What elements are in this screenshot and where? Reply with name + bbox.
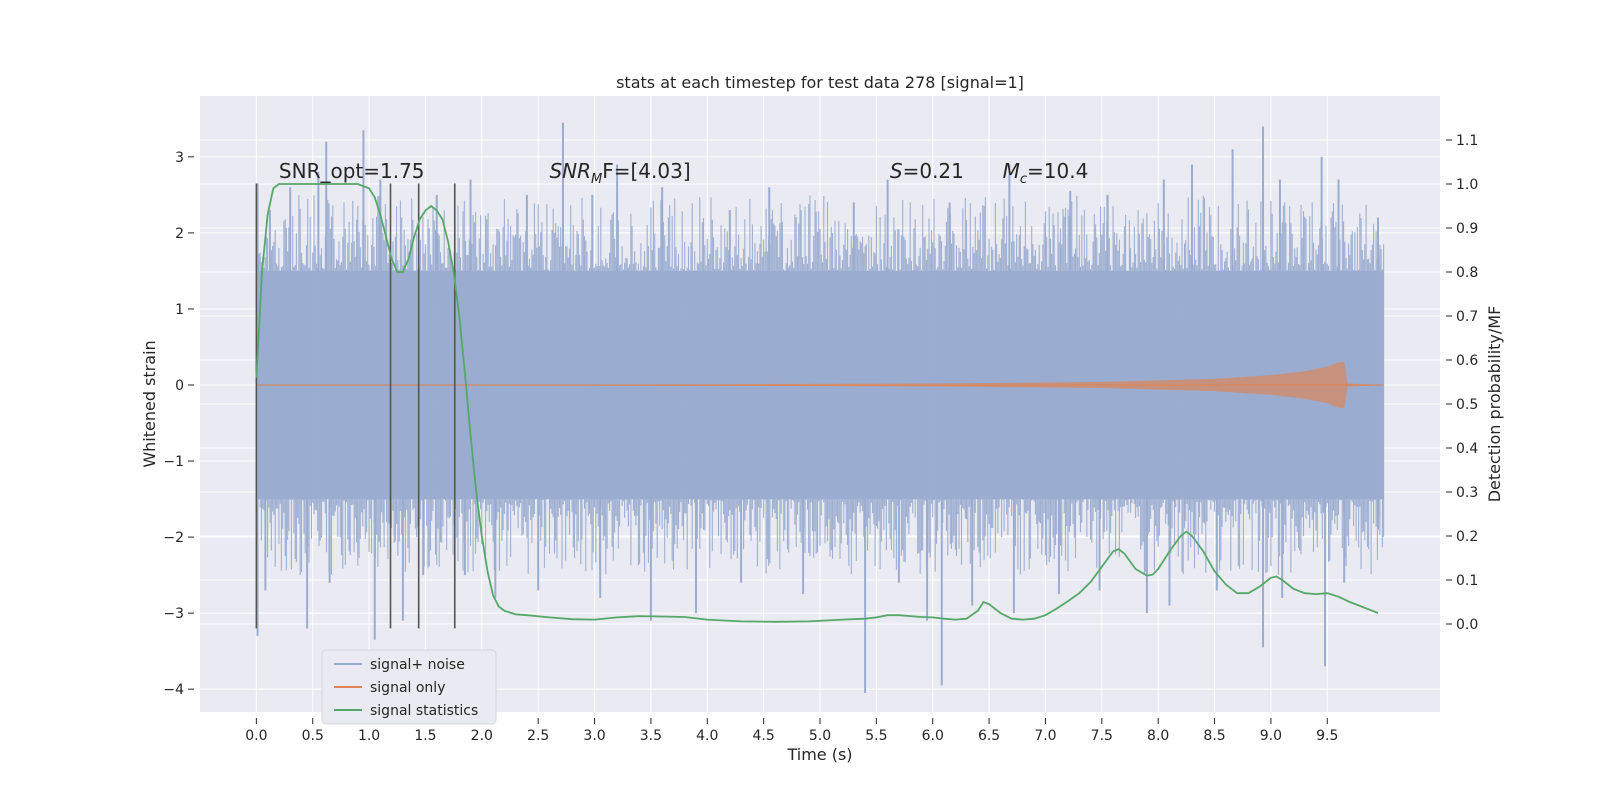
- legend: signal+ noise signal only signal statist…: [321, 649, 497, 725]
- x-tick-label: 2.0: [471, 728, 493, 744]
- stats-line: [255, 183, 1379, 623]
- x-tick-label: 0.0: [245, 728, 267, 744]
- left-y-tick-label: 0: [175, 378, 184, 394]
- right-y-tick-label: 0.7: [1456, 309, 1478, 325]
- x-tick-label: 4.0: [696, 728, 718, 744]
- left-y-tick-label: 1: [175, 302, 184, 318]
- chart-title: stats at each timestep for test data 278…: [616, 73, 1024, 92]
- x-tick-label: 5.0: [809, 728, 831, 744]
- right-y-tick-label: 0.5: [1456, 397, 1478, 413]
- right-y-tick-label: 0.9: [1456, 221, 1478, 237]
- right-y-tick-label: 1.1: [1456, 133, 1478, 149]
- left-y-axis-label: Whitened strain: [140, 340, 159, 467]
- x-tick-label: 5.5: [865, 728, 887, 744]
- right-y-axis-ticks: 1.1 1.0 0.9 0.8 0.7 0.6 0.5 0.4 0.3 0.2 0.1 0.0: [1446, 133, 1478, 633]
- legend-label-signal-statistics: signal statistics: [370, 703, 478, 719]
- right-y-tick-label: 0.6: [1456, 353, 1478, 369]
- series-signal-statistics: [255, 183, 1379, 623]
- x-tick-label: 6.5: [978, 728, 1000, 744]
- x-tick-label: 2.5: [527, 728, 549, 744]
- left-y-tick-label: 2: [175, 226, 184, 242]
- x-axis-label: Time (s): [786, 745, 852, 764]
- legend-box: [321, 649, 497, 725]
- series-signal-only: [256, 362, 1384, 408]
- x-tick-label: 3.0: [583, 728, 605, 744]
- legend-label-signal-plus-noise: signal+ noise: [370, 657, 465, 673]
- right-y-tick-label: 0.3: [1456, 485, 1478, 501]
- left-y-axis-ticks: 3 2 1 0 −1 −2 −3 −4: [163, 150, 194, 698]
- legend-label-signal-only: signal only: [370, 680, 445, 696]
- right-y-tick-label: 1.0: [1456, 177, 1478, 193]
- x-tick-label: 8.0: [1147, 728, 1169, 744]
- right-y-tick-label: 0.8: [1456, 265, 1478, 281]
- right-y-tick-label: 0.4: [1456, 441, 1478, 457]
- x-tick-label: 8.5: [1203, 728, 1225, 744]
- x-tick-label: 9.0: [1260, 728, 1282, 744]
- x-tick-label: 7.0: [1034, 728, 1056, 744]
- annotation: SNRMF=[4.03]: [549, 159, 690, 187]
- x-axis-ticks: 0.0 0.5 1.0 1.5 2.0 2.5 3.0 3.5 4.0 4.5 5.0 5.5 6.0 6…: [245, 718, 1338, 744]
- left-y-tick-label: 3: [175, 150, 184, 166]
- annotation: Mc=10.4: [1003, 159, 1089, 187]
- x-tick-label: 3.5: [640, 728, 662, 744]
- x-tick-label: 6.0: [922, 728, 944, 744]
- x-tick-label: 0.5: [302, 728, 324, 744]
- left-y-tick-label: −3: [163, 606, 184, 622]
- right-y-axis-label: Detection probability/MF: [1485, 306, 1504, 503]
- x-tick-label: 1.0: [358, 728, 380, 744]
- x-tick-label: 1.5: [414, 728, 436, 744]
- x-tick-label: 7.5: [1091, 728, 1113, 744]
- annotation: SNR_opt=1.75: [279, 159, 425, 183]
- left-y-tick-label: −1: [163, 454, 184, 470]
- annotation: S=0.21: [890, 159, 964, 183]
- x-tick-label: 4.5: [753, 728, 775, 744]
- annotations: SNR_opt=1.75 SNRMF=[4.03] S=0.21 Mc=10.4: [279, 159, 1088, 187]
- x-tick-label: 9.5: [1316, 728, 1338, 744]
- left-y-tick-label: −2: [163, 530, 184, 546]
- right-y-tick-label: 0.2: [1456, 529, 1478, 545]
- right-y-tick-label: 0.0: [1456, 617, 1478, 633]
- right-y-tick-label: 0.1: [1456, 573, 1478, 589]
- left-y-tick-label: −4: [163, 682, 184, 698]
